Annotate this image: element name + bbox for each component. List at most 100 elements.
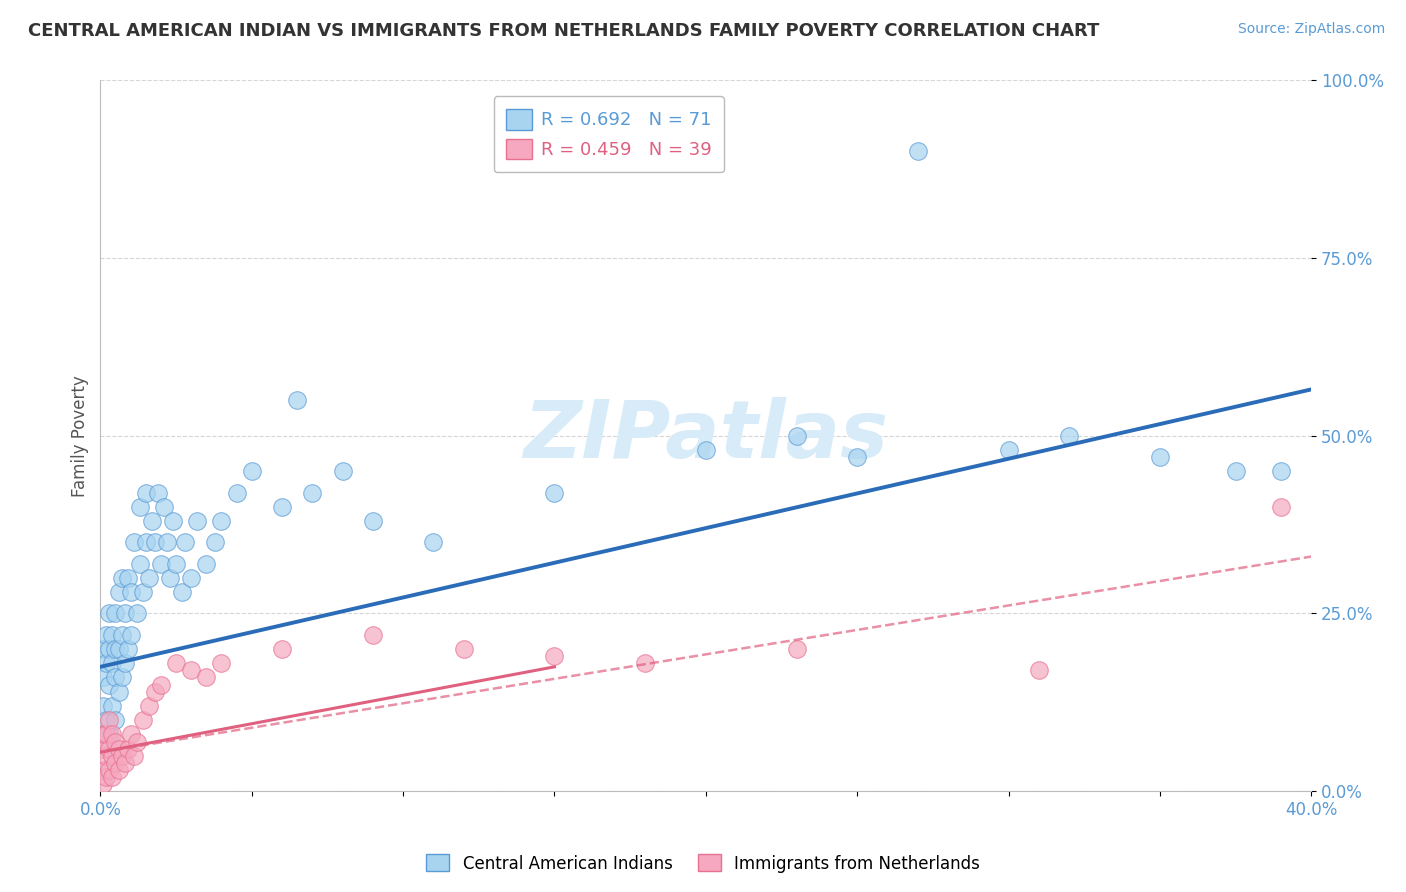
Point bbox=[453, 642, 475, 657]
Point bbox=[107, 763, 129, 777]
Point bbox=[101, 727, 124, 741]
Point bbox=[422, 535, 444, 549]
Point bbox=[96, 748, 118, 763]
Point bbox=[361, 628, 384, 642]
Point bbox=[114, 657, 136, 671]
Point bbox=[93, 777, 115, 791]
Point bbox=[117, 571, 139, 585]
Point bbox=[361, 514, 384, 528]
Point bbox=[786, 428, 808, 442]
Point bbox=[195, 671, 218, 685]
Point bbox=[101, 698, 124, 713]
Point bbox=[301, 485, 323, 500]
Point bbox=[114, 756, 136, 770]
Point bbox=[104, 713, 127, 727]
Point bbox=[907, 144, 929, 158]
Point bbox=[141, 514, 163, 528]
Point bbox=[110, 628, 132, 642]
Point bbox=[285, 393, 308, 408]
Point bbox=[101, 657, 124, 671]
Point bbox=[101, 748, 124, 763]
Point bbox=[122, 535, 145, 549]
Point bbox=[93, 741, 115, 756]
Point bbox=[96, 657, 118, 671]
Point bbox=[93, 727, 115, 741]
Point bbox=[128, 557, 150, 571]
Point bbox=[225, 485, 247, 500]
Point bbox=[117, 642, 139, 657]
Point bbox=[695, 442, 717, 457]
Point bbox=[149, 677, 172, 691]
Point bbox=[159, 571, 181, 585]
Point bbox=[543, 649, 565, 664]
Point bbox=[271, 500, 294, 514]
Point bbox=[110, 671, 132, 685]
Point bbox=[1270, 464, 1292, 478]
Point bbox=[104, 734, 127, 748]
Point bbox=[1225, 464, 1247, 478]
Point bbox=[180, 664, 202, 678]
Point bbox=[172, 585, 194, 599]
Point bbox=[271, 642, 294, 657]
Point bbox=[997, 442, 1019, 457]
Point bbox=[138, 698, 160, 713]
Point bbox=[165, 557, 187, 571]
Text: CENTRAL AMERICAN INDIAN VS IMMIGRANTS FROM NETHERLANDS FAMILY POVERTY CORRELATIO: CENTRAL AMERICAN INDIAN VS IMMIGRANTS FR… bbox=[28, 22, 1099, 40]
Point bbox=[110, 571, 132, 585]
Point bbox=[128, 500, 150, 514]
Point bbox=[93, 671, 115, 685]
Point bbox=[93, 763, 115, 777]
Point bbox=[1270, 500, 1292, 514]
Point bbox=[1057, 428, 1080, 442]
Point bbox=[195, 557, 218, 571]
Point bbox=[138, 571, 160, 585]
Point bbox=[110, 748, 132, 763]
Point bbox=[107, 642, 129, 657]
Point bbox=[122, 748, 145, 763]
Point bbox=[107, 741, 129, 756]
Point bbox=[120, 585, 142, 599]
Point bbox=[162, 514, 184, 528]
Point bbox=[98, 607, 121, 621]
Point bbox=[125, 607, 148, 621]
Point bbox=[101, 628, 124, 642]
Point bbox=[117, 741, 139, 756]
Point bbox=[143, 684, 166, 698]
Point bbox=[120, 727, 142, 741]
Point bbox=[120, 628, 142, 642]
Point bbox=[98, 741, 121, 756]
Point bbox=[156, 535, 179, 549]
Point bbox=[786, 642, 808, 657]
Point bbox=[132, 713, 155, 727]
Point bbox=[104, 607, 127, 621]
Legend: Central American Indians, Immigrants from Netherlands: Central American Indians, Immigrants fro… bbox=[419, 847, 987, 880]
Point bbox=[98, 713, 121, 727]
Point bbox=[98, 677, 121, 691]
Point bbox=[132, 585, 155, 599]
Point bbox=[125, 734, 148, 748]
Point bbox=[98, 642, 121, 657]
Point bbox=[1028, 664, 1050, 678]
Point bbox=[143, 535, 166, 549]
Point bbox=[114, 607, 136, 621]
Y-axis label: Family Poverty: Family Poverty bbox=[72, 375, 89, 497]
Point bbox=[634, 657, 657, 671]
Point bbox=[846, 450, 869, 464]
Point bbox=[180, 571, 202, 585]
Point bbox=[107, 585, 129, 599]
Point bbox=[104, 671, 127, 685]
Point bbox=[149, 557, 172, 571]
Point bbox=[153, 500, 176, 514]
Point bbox=[209, 657, 232, 671]
Text: ZIPatlas: ZIPatlas bbox=[523, 397, 889, 475]
Point bbox=[96, 713, 118, 727]
Point bbox=[174, 535, 197, 549]
Point bbox=[107, 684, 129, 698]
Point bbox=[104, 756, 127, 770]
Point bbox=[93, 642, 115, 657]
Point bbox=[98, 727, 121, 741]
Point bbox=[104, 642, 127, 657]
Point bbox=[332, 464, 354, 478]
Legend: R = 0.692   N = 71, R = 0.459   N = 39: R = 0.692 N = 71, R = 0.459 N = 39 bbox=[494, 96, 724, 172]
Point bbox=[1149, 450, 1171, 464]
